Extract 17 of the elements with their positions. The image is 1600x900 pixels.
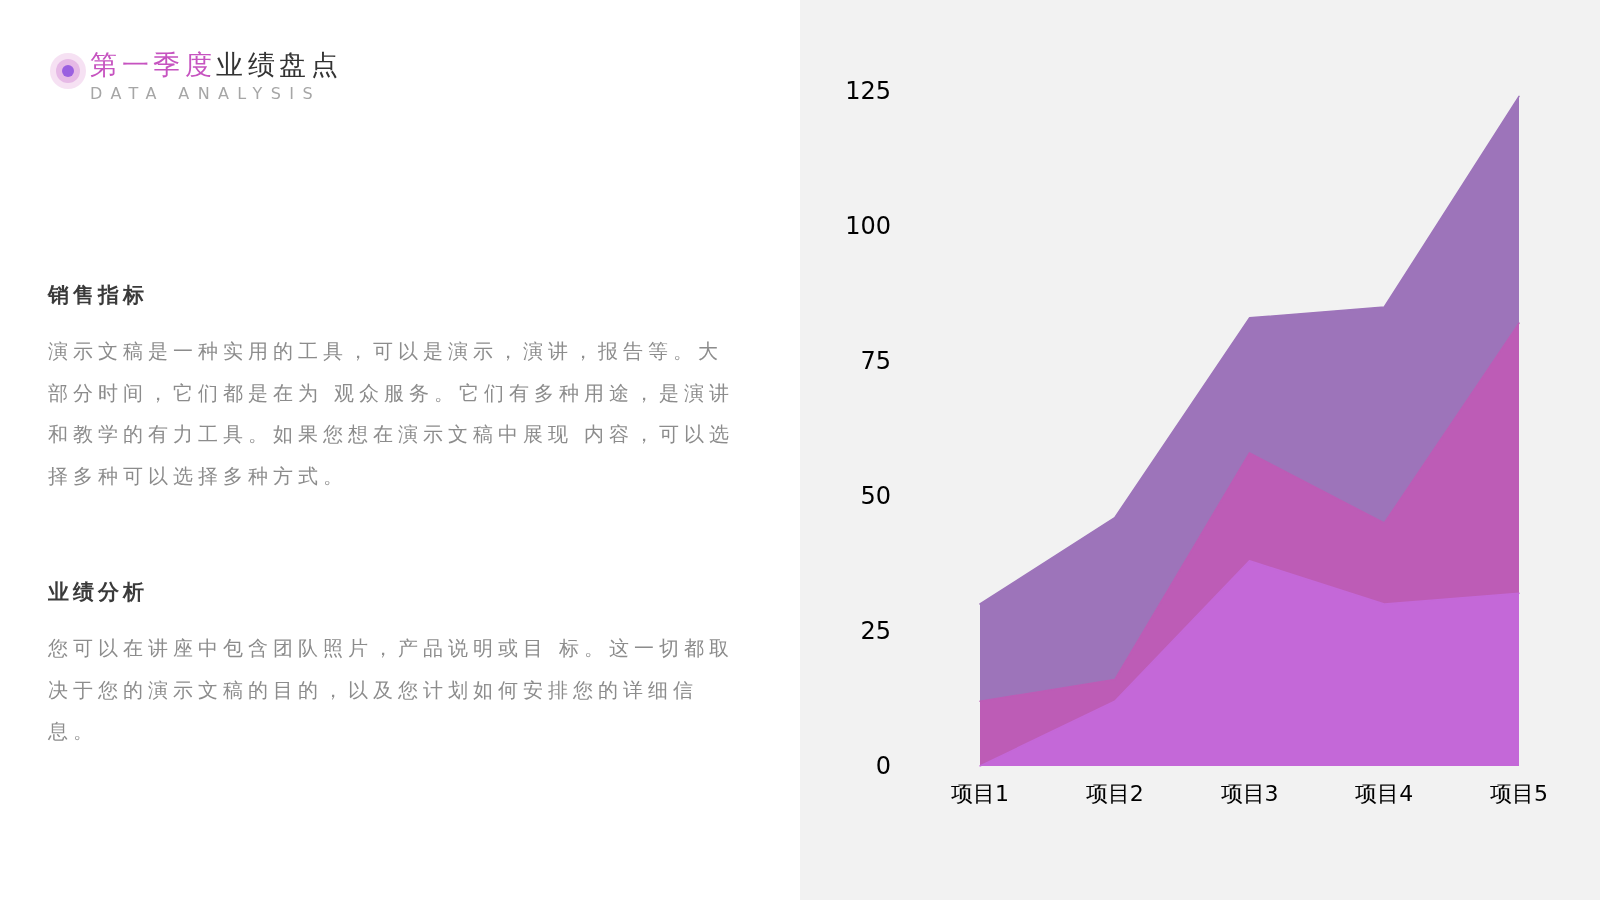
y-tick-label: 125 bbox=[845, 77, 891, 105]
text: 演示文稿是一种实用的工具，可以是演示，演讲，报告等。大部分时间，它们都是在为 观众服务。它们有多种用途，是演讲和教学的有力工具。如果您想在演示文稿中展现 内容，可以选择多种可以选择多种方式。 bbox=[48, 338, 736, 490]
text: 业绩分析 bbox=[48, 579, 148, 606]
x-tick-label: 项目2 bbox=[1085, 780, 1144, 806]
y-tick-label: 0 bbox=[875, 752, 891, 780]
y-tick-label: 50 bbox=[860, 482, 891, 510]
y-tick-label: 100 bbox=[845, 212, 891, 240]
text: 销售指标 bbox=[48, 282, 148, 309]
x-tick-label: 项目1 bbox=[951, 780, 1009, 806]
text: 您可以在讲座中包含团队照片，产品说明或目 标。这一切都取决于您的演示文稿的目的，以及您计划如何安排您的详细信息。 bbox=[48, 635, 736, 745]
text: 第一季度业绩盘点 bbox=[90, 49, 342, 80]
y-tick-label: 75 bbox=[860, 347, 891, 375]
text: DATA ANALYSIS bbox=[90, 84, 321, 103]
x-tick-label: 项目3 bbox=[1220, 780, 1279, 806]
x-tick-label: 项目5 bbox=[1490, 780, 1548, 806]
x-tick-label: 项目4 bbox=[1355, 780, 1414, 806]
y-tick-label: 25 bbox=[860, 617, 891, 645]
